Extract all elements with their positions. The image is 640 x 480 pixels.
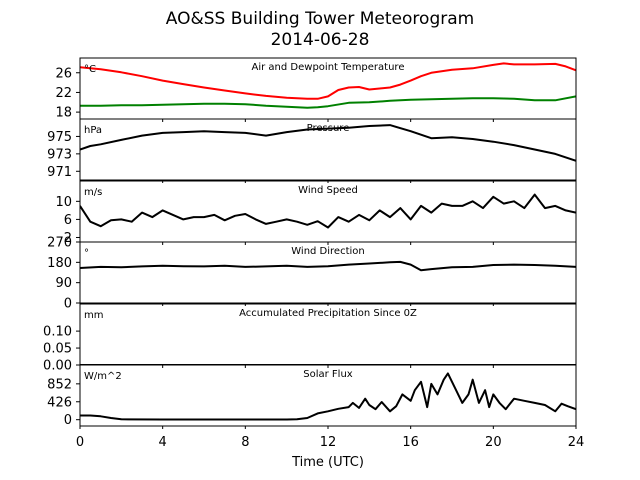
panel-unit: m/s — [84, 187, 102, 198]
panel-title: Air and Dewpoint Temperature — [252, 62, 405, 73]
y-tick-label: 180 — [47, 256, 72, 271]
panel-4: Wind Direction ° 0 90 180 270 — [47, 236, 577, 312]
panel-2: Pressure hPa 971 973 975 — [47, 118, 577, 183]
series-line-1 — [80, 372, 576, 421]
x-tick-label: 16 — [402, 435, 419, 450]
x-tick-label: 0 — [76, 435, 84, 450]
y-tick-label: 18 — [55, 106, 72, 121]
series-line-2 — [80, 95, 576, 109]
x-axis-label: Time (UTC) — [291, 455, 364, 470]
panel-unit: W/m^2 — [84, 371, 122, 382]
series-line-1 — [80, 260, 576, 272]
y-tick-label: 22 — [55, 86, 72, 101]
panel-unit: mm — [84, 310, 103, 321]
y-tick-label: 6 — [64, 213, 72, 228]
y-tick-label: 270 — [47, 236, 72, 251]
y-tick-label: 26 — [55, 66, 72, 81]
panel-1: Air and Dewpoint Temperature °C 18 22 26 — [55, 57, 577, 122]
panel-3: Wind Speed m/s 2 6 10 — [55, 180, 577, 246]
panel-title: Accumulated Precipitation Since 0Z — [239, 308, 417, 319]
panel-title: Pressure — [307, 123, 350, 134]
y-tick-label: 90 — [55, 276, 72, 291]
series-line-1 — [80, 193, 576, 229]
y-tick-label: 0.05 — [43, 342, 72, 357]
y-tick-label: 0 — [64, 297, 72, 312]
x-tick-label: 4 — [159, 435, 167, 450]
panel-unit: hPa — [84, 125, 102, 136]
x-tick-label: 20 — [485, 435, 502, 450]
x-tick-label: 8 — [241, 435, 249, 450]
series-line-1 — [80, 124, 576, 162]
panel-unit: ° — [84, 248, 89, 259]
y-tick-label: 426 — [47, 395, 72, 410]
y-tick-label: 0.00 — [43, 359, 72, 374]
y-tick-label: 852 — [47, 377, 72, 392]
panel-5: Accumulated Precipitation Since 0Z mm 0.00… — [43, 303, 577, 374]
x-tick-label: 24 — [568, 435, 585, 450]
panels: Air and Dewpoint Temperature°C182226Pres… — [43, 57, 577, 429]
y-tick-label: 10 — [55, 195, 72, 210]
panel-title: Solar Flux — [303, 369, 353, 380]
panel-unit: °C — [84, 64, 96, 75]
x-tick-label: 12 — [320, 435, 337, 450]
y-tick-label: 0 — [64, 413, 72, 428]
series-line-1 — [80, 62, 576, 100]
panel-title: Wind Speed — [298, 185, 358, 196]
figure-title: AO&SS Building Tower Meteorogram — [166, 9, 474, 29]
panel-6: Solar Flux W/m^2 0 426 852 — [47, 364, 577, 429]
y-tick-label: 975 — [47, 130, 72, 145]
figure-subtitle: 2014-06-28 — [271, 30, 370, 50]
y-tick-label: 2 — [64, 231, 72, 246]
x-axis: 0 4 8 12 16 20 24 — [76, 435, 584, 450]
panel-title: Wind Direction — [291, 246, 365, 257]
y-tick-label: 973 — [47, 147, 72, 162]
y-tick-label: 971 — [47, 165, 72, 180]
y-tick-label: 0.10 — [43, 325, 72, 340]
